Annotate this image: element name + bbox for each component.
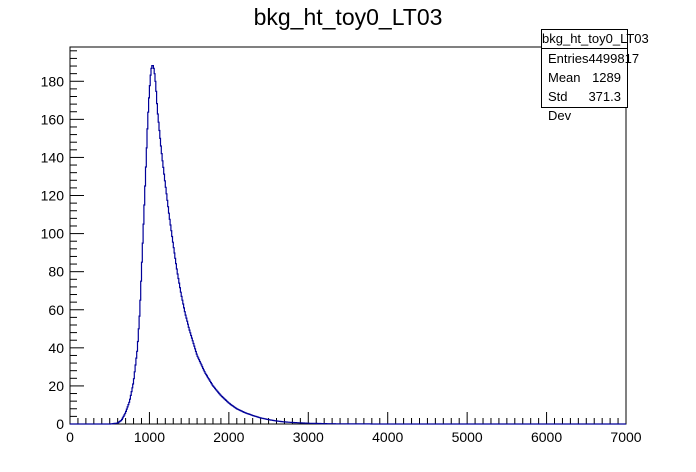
stats-mean-value: 1289 <box>592 70 621 85</box>
tick-labels: 0 1000 2000 3000 4000 5000 6000 7000 0 20 40 60 80 10… <box>41 73 642 445</box>
x-tick-label: 7000 <box>610 429 641 445</box>
y-tick-label: 120 <box>41 188 65 204</box>
stats-stddev-value: 371.3 <box>588 89 621 104</box>
histogram-line <box>70 65 626 425</box>
chart-title: bkg_ht_toy0_LT03 <box>253 4 443 30</box>
stats-stddev-label: Std Dev <box>548 89 572 123</box>
y-tick-label: 100 <box>41 226 65 242</box>
y-tick-label: 160 <box>41 111 65 127</box>
y-tick-label: 80 <box>48 264 64 280</box>
stats-box-title: bkg_ht_toy0_LT03 <box>542 30 649 49</box>
stats-row-mean: Mean 1289 <box>542 68 627 87</box>
stats-row-entries: Entries 4499817 <box>542 49 639 68</box>
y-tick-label: 0 <box>56 416 64 432</box>
y-tick-label: 20 <box>48 378 64 394</box>
y-tick-label: 60 <box>48 302 64 318</box>
stats-mean-label: Mean <box>548 70 581 85</box>
y-tick-label: 40 <box>48 340 64 356</box>
stats-entries-label: Entries <box>548 51 589 66</box>
x-tick-label: 3000 <box>293 429 324 445</box>
stats-box: bkg_ht_toy0_LT03 Entries 4499817 Mean 12… <box>541 29 649 123</box>
x-tick-label: 2000 <box>213 429 244 445</box>
y-tick-label: 140 <box>41 149 65 165</box>
x-tick-label: 1000 <box>134 429 165 445</box>
stats-entries-value: 4499817 <box>588 51 640 66</box>
series <box>70 65 626 425</box>
ticks <box>69 50 627 425</box>
y-tick-label: 180 <box>41 73 65 89</box>
x-tick-label: 0 <box>66 429 74 445</box>
x-tick-label: 4000 <box>372 429 403 445</box>
x-tick-label: 6000 <box>531 429 562 445</box>
stats-row-stddev: Std Dev 371.3 <box>542 87 627 123</box>
x-tick-label: 5000 <box>452 429 483 445</box>
